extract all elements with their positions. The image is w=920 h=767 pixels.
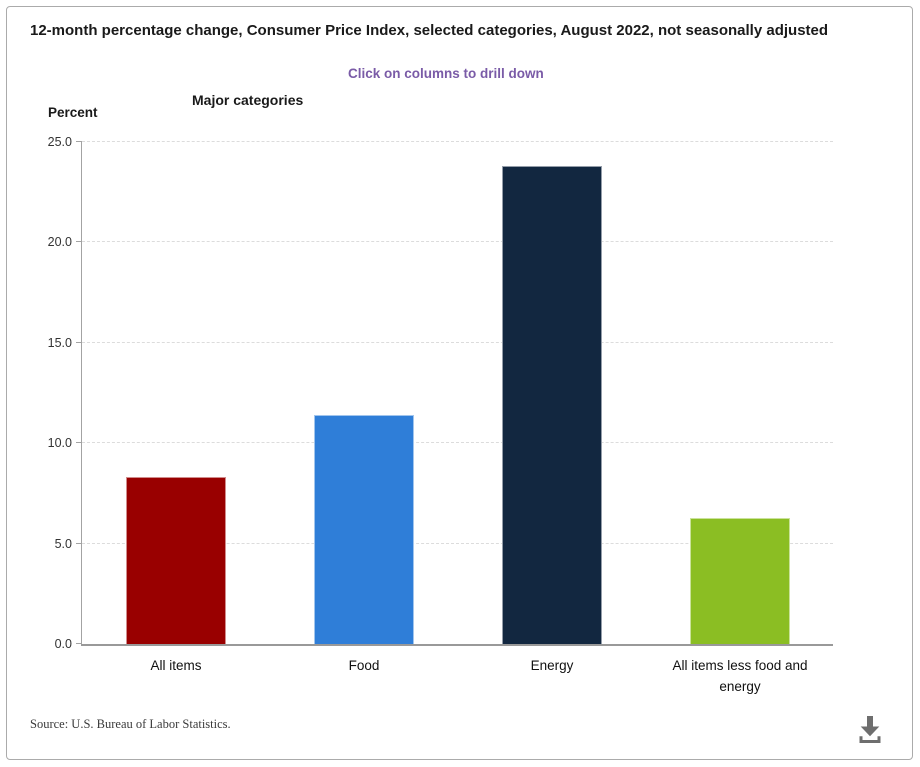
y-tick-label: 20.0 — [47, 235, 72, 250]
y-tick-mark — [76, 341, 82, 343]
x-category-label-food: Food — [348, 658, 380, 673]
chart-title: 12-month percentage change, Consumer Pri… — [30, 22, 829, 39]
y-tick-label: 0.0 — [54, 637, 72, 651]
y-gridline — [82, 341, 833, 343]
x-category-label-all-items: All items — [150, 658, 202, 673]
y-tick-label: 25.0 — [47, 135, 72, 149]
y-tick-mark — [76, 241, 82, 243]
y-tick-label: 10.0 — [47, 436, 72, 451]
y-gridline — [82, 141, 833, 142]
x-category-label-energy: Energy — [530, 658, 574, 673]
y-gridline — [82, 442, 833, 444]
source-text: Source: U.S. Bureau of Labor Statistics. — [30, 717, 231, 731]
y-tick-mark — [76, 141, 82, 142]
y-axis-title-percent: Percent — [48, 105, 98, 120]
chart-subtitle-major-categories: Major categories — [192, 92, 304, 108]
y-gridline — [82, 241, 833, 243]
download-icon — [859, 716, 881, 743]
drill-down-note: Click on columns to drill down — [348, 66, 544, 81]
download-button[interactable] — [848, 706, 892, 750]
x-category-label-all-items-less-food-and-energy: All items less food and energy — [672, 658, 808, 694]
plot-area: 0.0 5.0 10.0 15.0 20.0 25.0 All items Food Energ… — [48, 135, 833, 694]
y-tick-label: 5.0 — [54, 536, 72, 551]
chart-bar-all-items[interactable] — [126, 477, 226, 644]
y-tick-label: 15.0 — [47, 335, 72, 350]
y-gridline — [82, 542, 833, 544]
chart-bar-energy[interactable] — [502, 166, 602, 644]
chart-bar-food[interactable] — [314, 415, 414, 644]
y-tick-mark — [76, 442, 82, 444]
y-tick-mark — [76, 542, 82, 544]
chart-bar-all-items-less-food-and-energy[interactable] — [690, 517, 790, 644]
y-tick-mark — [76, 643, 82, 644]
x-axis-baseline — [81, 644, 833, 646]
